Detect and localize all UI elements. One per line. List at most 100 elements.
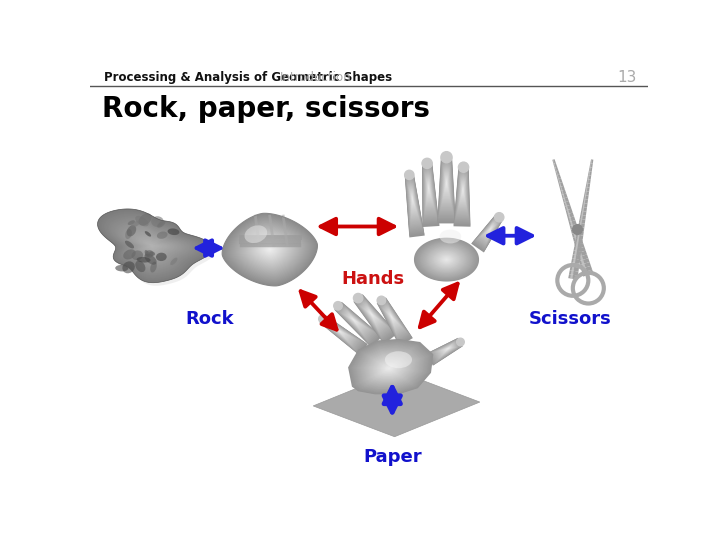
- Ellipse shape: [145, 231, 151, 237]
- Polygon shape: [580, 223, 582, 227]
- Polygon shape: [260, 242, 279, 257]
- Polygon shape: [339, 306, 375, 341]
- Polygon shape: [353, 319, 355, 321]
- Polygon shape: [425, 172, 435, 210]
- Polygon shape: [457, 174, 467, 212]
- Polygon shape: [474, 216, 501, 248]
- Polygon shape: [264, 245, 276, 254]
- Polygon shape: [584, 199, 585, 203]
- Polygon shape: [370, 312, 373, 316]
- Polygon shape: [483, 223, 495, 238]
- Polygon shape: [432, 249, 461, 269]
- Ellipse shape: [151, 216, 163, 227]
- Polygon shape: [579, 219, 585, 224]
- Polygon shape: [349, 315, 360, 326]
- Polygon shape: [557, 178, 562, 183]
- Polygon shape: [122, 226, 185, 266]
- Polygon shape: [348, 339, 433, 394]
- Polygon shape: [374, 357, 405, 378]
- Polygon shape: [456, 170, 469, 218]
- Polygon shape: [557, 175, 559, 179]
- Polygon shape: [440, 255, 453, 264]
- Polygon shape: [439, 255, 454, 265]
- Polygon shape: [442, 168, 451, 203]
- Polygon shape: [574, 239, 583, 246]
- Polygon shape: [572, 262, 575, 267]
- Ellipse shape: [135, 216, 148, 226]
- Polygon shape: [388, 313, 395, 322]
- Polygon shape: [572, 229, 575, 233]
- Polygon shape: [421, 242, 472, 276]
- Polygon shape: [341, 308, 372, 338]
- Polygon shape: [424, 168, 436, 214]
- Polygon shape: [446, 347, 450, 350]
- Polygon shape: [455, 167, 469, 221]
- Polygon shape: [575, 243, 585, 249]
- Polygon shape: [426, 177, 433, 204]
- Polygon shape: [428, 339, 461, 363]
- Polygon shape: [460, 182, 465, 201]
- Polygon shape: [357, 298, 392, 338]
- Circle shape: [422, 158, 432, 168]
- Circle shape: [405, 170, 414, 179]
- Polygon shape: [390, 315, 393, 319]
- Polygon shape: [335, 328, 345, 335]
- Polygon shape: [408, 181, 420, 223]
- Polygon shape: [483, 222, 495, 238]
- Polygon shape: [422, 160, 439, 226]
- Polygon shape: [455, 166, 469, 222]
- Ellipse shape: [115, 265, 128, 272]
- Polygon shape: [555, 171, 559, 176]
- Polygon shape: [446, 259, 447, 260]
- Ellipse shape: [145, 250, 150, 257]
- Polygon shape: [238, 226, 301, 274]
- Polygon shape: [381, 362, 398, 374]
- Polygon shape: [383, 364, 395, 372]
- Polygon shape: [115, 221, 192, 271]
- Polygon shape: [576, 242, 578, 247]
- Polygon shape: [130, 231, 176, 260]
- Polygon shape: [441, 164, 452, 208]
- Polygon shape: [559, 182, 564, 187]
- Polygon shape: [405, 172, 424, 236]
- Polygon shape: [145, 241, 159, 251]
- Polygon shape: [338, 305, 377, 343]
- Polygon shape: [573, 233, 576, 237]
- Polygon shape: [570, 266, 579, 272]
- Polygon shape: [263, 245, 276, 255]
- Polygon shape: [568, 213, 570, 218]
- Polygon shape: [262, 244, 277, 255]
- Polygon shape: [238, 225, 302, 274]
- Circle shape: [456, 338, 464, 346]
- Polygon shape: [445, 177, 449, 191]
- Polygon shape: [585, 187, 590, 192]
- Polygon shape: [576, 247, 586, 253]
- Polygon shape: [389, 313, 395, 321]
- Polygon shape: [137, 235, 168, 256]
- Polygon shape: [391, 316, 392, 318]
- Polygon shape: [585, 195, 586, 199]
- Polygon shape: [361, 302, 387, 332]
- Polygon shape: [486, 225, 493, 234]
- Polygon shape: [489, 227, 492, 231]
- Polygon shape: [323, 318, 363, 352]
- Polygon shape: [248, 233, 292, 266]
- Polygon shape: [423, 162, 438, 223]
- Polygon shape: [369, 310, 375, 319]
- Polygon shape: [384, 364, 395, 372]
- Polygon shape: [458, 177, 467, 208]
- Polygon shape: [428, 183, 431, 194]
- Text: Introduction: Introduction: [280, 71, 351, 84]
- Polygon shape: [575, 239, 582, 244]
- Polygon shape: [427, 179, 432, 200]
- Text: Scissors: Scissors: [529, 310, 612, 328]
- Polygon shape: [455, 168, 469, 219]
- Polygon shape: [570, 262, 580, 268]
- Polygon shape: [587, 179, 590, 184]
- Polygon shape: [580, 256, 583, 260]
- Polygon shape: [385, 308, 401, 329]
- Polygon shape: [562, 191, 564, 194]
- Polygon shape: [479, 220, 498, 243]
- Ellipse shape: [385, 351, 412, 368]
- Polygon shape: [590, 164, 591, 167]
